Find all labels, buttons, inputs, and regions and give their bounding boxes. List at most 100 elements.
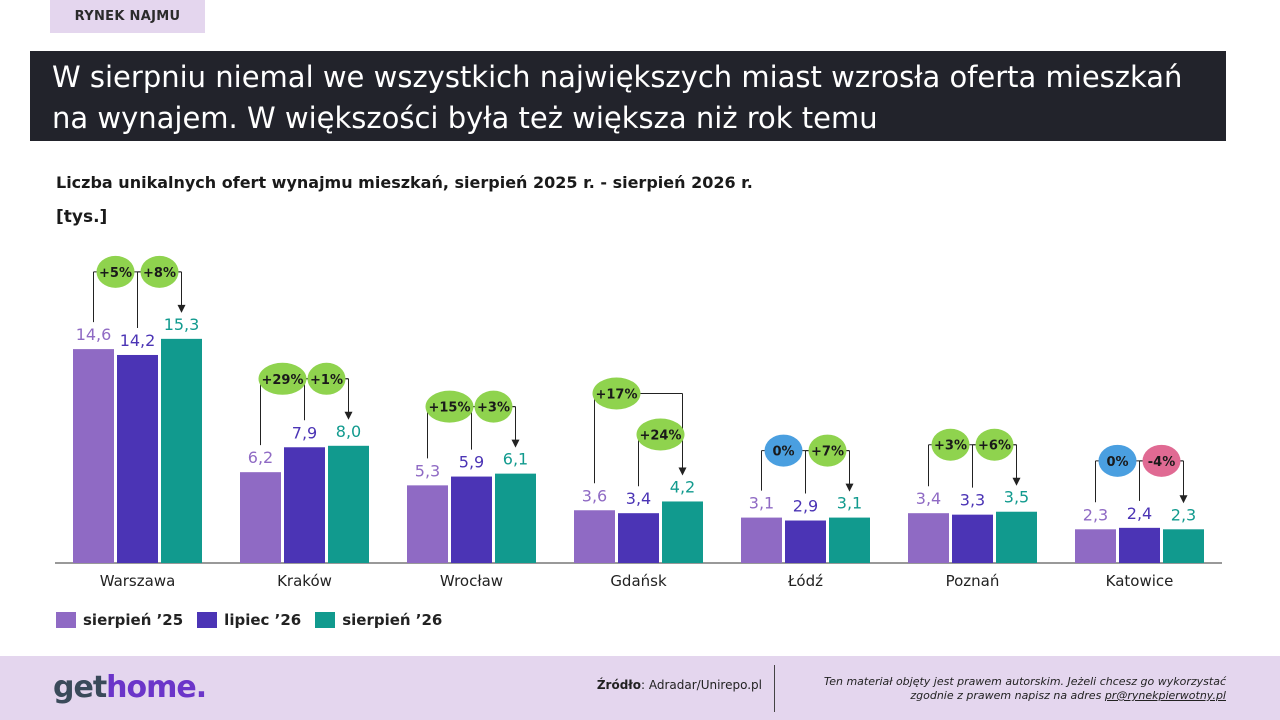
bar-value-label: 8,0 xyxy=(336,422,361,441)
change-pill-label: +1% xyxy=(310,373,343,388)
logo-get: get xyxy=(53,670,107,705)
bar-value-label: 3,1 xyxy=(837,494,862,513)
annotation-arrowhead xyxy=(678,467,687,476)
category-label: Kraków xyxy=(277,572,332,590)
bar xyxy=(829,517,870,563)
footer: gethome. Źródło: Adradar/Unirepo.pl Ten … xyxy=(0,656,1280,720)
bar xyxy=(996,511,1037,563)
legend-item: lipiec ’26 xyxy=(197,611,301,629)
change-pill xyxy=(96,255,135,288)
bar xyxy=(1075,529,1116,563)
change-pill-label: -4% xyxy=(1148,455,1175,470)
change-pill-label: +3% xyxy=(477,401,510,416)
bar xyxy=(495,473,536,563)
legend: sierpień ’25 lipiec ’26 sierpień ’26 xyxy=(56,611,442,629)
change-pill xyxy=(425,390,474,423)
category-label: Gdańsk xyxy=(610,572,667,590)
legend-item: sierpień ’26 xyxy=(315,611,442,629)
legend-swatch xyxy=(56,612,76,628)
bar-value-label: 3,5 xyxy=(1004,488,1029,507)
bar-value-label: 3,4 xyxy=(916,489,941,508)
bar-value-label: 2,3 xyxy=(1171,505,1196,524)
change-pill-label: +3% xyxy=(934,439,967,454)
category-label: Wrocław xyxy=(440,572,503,590)
annotation-arrowhead xyxy=(1012,477,1021,486)
annotation-arrowhead xyxy=(1179,495,1188,504)
source-text: : Adradar/Unirepo.pl xyxy=(641,678,762,692)
legend-label: sierpień ’25 xyxy=(83,611,184,629)
copyright-email-link[interactable]: pr@rynekpierwotny.pl xyxy=(1104,689,1226,702)
gethome-logo: gethome. xyxy=(53,670,207,705)
change-pill-label: 0% xyxy=(772,445,794,460)
bar-value-label: 3,3 xyxy=(960,491,985,510)
bar xyxy=(574,510,615,563)
legend-swatch xyxy=(315,612,336,628)
source-note: Źródło: Adradar/Unirepo.pl xyxy=(597,678,762,692)
bar xyxy=(741,517,782,563)
legend-label: lipiec ’26 xyxy=(224,611,302,629)
bar xyxy=(662,501,703,563)
copyright-line1: Ten materiał objęty jest prawem autorski… xyxy=(823,675,1226,688)
category-label: Poznań xyxy=(946,572,1000,590)
category-label: Katowice xyxy=(1106,572,1174,590)
bar-value-label: 14,6 xyxy=(76,325,112,344)
annotation-arrowhead xyxy=(177,304,186,313)
legend-item: sierpień ’25 xyxy=(56,611,183,629)
bar xyxy=(785,520,826,563)
bar-value-label: 3,6 xyxy=(582,486,607,505)
legend-swatch xyxy=(197,612,218,628)
bar-value-label: 4,2 xyxy=(670,477,695,496)
annotation-arrowhead xyxy=(845,483,854,492)
change-pill xyxy=(636,418,685,451)
bar-value-label: 6,2 xyxy=(248,448,273,467)
change-pill xyxy=(931,428,970,461)
change-pill-label: +29% xyxy=(261,373,303,388)
bar-value-label: 2,3 xyxy=(1083,505,1108,524)
change-pill xyxy=(592,377,641,410)
bar xyxy=(284,447,325,563)
bar-value-label: 2,4 xyxy=(1127,504,1152,523)
change-pill-label: +6% xyxy=(978,439,1011,454)
change-pill-label: +5% xyxy=(99,266,132,281)
bar-value-label: 3,1 xyxy=(749,494,774,513)
bar xyxy=(952,514,993,563)
change-pill xyxy=(474,390,513,423)
change-pill xyxy=(808,434,847,467)
bar xyxy=(908,513,949,563)
bar xyxy=(240,472,281,563)
source-label: Źródło xyxy=(596,678,641,692)
category-label: Łódź xyxy=(787,572,823,590)
bar xyxy=(1163,529,1204,563)
bar xyxy=(1119,527,1160,563)
bar xyxy=(117,354,158,563)
footer-divider xyxy=(774,665,775,712)
bar-value-label: 3,4 xyxy=(626,489,651,508)
bar-value-label: 5,9 xyxy=(459,453,484,472)
headline: W sierpniu niemal we wszystkich najwięks… xyxy=(30,51,1226,141)
annotation-arrowhead xyxy=(511,439,520,448)
section-tag: RYNEK NAJMU xyxy=(50,0,205,33)
bar-value-label: 7,9 xyxy=(292,423,317,442)
category-label: Warszawa xyxy=(100,572,176,590)
change-pill-label: +24% xyxy=(639,428,681,443)
bar-value-label: 2,9 xyxy=(793,497,818,516)
bar-value-label: 15,3 xyxy=(164,315,200,334)
bar xyxy=(451,476,492,563)
copyright-line2: zgodnie z prawem napisz na adres pr@ryne… xyxy=(910,689,1226,702)
change-pill-label: +7% xyxy=(811,445,844,460)
bar xyxy=(328,445,369,563)
bar-value-label: 6,1 xyxy=(503,450,528,469)
change-pill xyxy=(975,428,1014,461)
bar-value-label: 5,3 xyxy=(415,461,440,480)
chart-unit: [tys.] xyxy=(56,207,108,227)
change-pill xyxy=(764,434,803,467)
annotation-arrowhead xyxy=(344,411,353,420)
change-pill xyxy=(1142,444,1181,477)
change-pill-label: +15% xyxy=(428,401,470,416)
copyright-note: Ten materiał objęty jest prawem autorski… xyxy=(766,675,1226,703)
change-pill-label: +17% xyxy=(595,387,637,402)
change-pill xyxy=(258,362,307,395)
change-pill xyxy=(1098,444,1137,477)
change-pill-label: +8% xyxy=(143,266,176,281)
bar-chart: 14,6 14,2 15,3 Warszawa +5% +8% 6,2 7,9 8,0 Krakó… xyxy=(55,255,1222,590)
